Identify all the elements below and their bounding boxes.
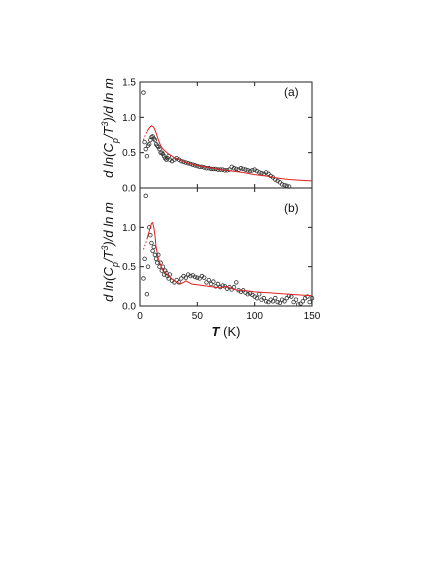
- panel-label-b: (b): [284, 201, 299, 215]
- data-point-a: [197, 164, 202, 169]
- data-point-a: [144, 153, 150, 159]
- fit-line-dotted-a: [142, 131, 148, 141]
- data-point-b: [167, 272, 173, 277]
- panel-label-a: (a): [284, 85, 299, 99]
- data-point-b: [305, 294, 310, 299]
- data-point-b: [273, 295, 278, 301]
- fit-line-b: [146, 221, 313, 297]
- data-point-a: [238, 166, 244, 171]
- data-point-b: [141, 276, 146, 281]
- data-point-b: [282, 299, 287, 304]
- data-point-b: [146, 225, 152, 230]
- fit-line-a: [146, 125, 313, 182]
- data-point-b: [204, 280, 209, 285]
- data-point-a: [161, 153, 167, 159]
- data-point-a: [142, 139, 147, 145]
- data-point-b: [150, 248, 155, 254]
- data-point-a: [247, 168, 253, 174]
- ticks-b: 0.0 0.5 1.0 0 50 100 150: [122, 188, 321, 322]
- ytick-label-a: 0.5: [122, 148, 136, 159]
- data-point-b: [195, 275, 200, 280]
- xtick-label: 150: [304, 311, 321, 322]
- data-point-a: [156, 144, 161, 150]
- marks-b: [141, 193, 315, 307]
- data-point-a: [160, 151, 166, 157]
- ytick-label-b: 0.5: [122, 262, 136, 273]
- ytick-label-a: 1.0: [122, 113, 136, 124]
- data-point-b: [277, 300, 283, 306]
- data-point-b: [309, 295, 315, 301]
- data-point-b: [300, 299, 306, 304]
- panel-b: 0.0 0.5 1.0 0 50 100 150 (b) d ln(Cp/T3)/d ln …: [100, 187, 321, 322]
- data-point-b: [275, 299, 280, 305]
- data-point-b: [197, 276, 202, 281]
- data-point-b: [143, 193, 148, 199]
- data-point-a: [250, 168, 255, 173]
- data-point-b: [266, 299, 271, 305]
- panel-a: 0.0 0.5 1.0 1.5 (a) d ln(Cp/T3)/d ln m: [100, 78, 313, 195]
- data-point-b: [263, 299, 269, 304]
- data-point-a: [204, 166, 209, 171]
- data-point-b: [183, 275, 189, 280]
- data-point-b: [270, 299, 276, 304]
- ytick-label-b: 0.0: [122, 302, 136, 313]
- data-point-b: [261, 295, 267, 301]
- data-point-a: [231, 166, 237, 171]
- data-point-b: [202, 275, 207, 280]
- data-point-b: [144, 292, 150, 297]
- xtick-label: 0: [137, 311, 143, 322]
- marks-a: [141, 90, 313, 189]
- data-point-a: [150, 134, 155, 139]
- ylabel-a: d ln(Cp/T3)/d ln m: [100, 78, 120, 178]
- data-point-a: [152, 137, 158, 143]
- data-point-b: [206, 277, 211, 283]
- data-point-a: [208, 166, 214, 172]
- data-point-a: [141, 90, 146, 95]
- data-point-b: [284, 295, 289, 301]
- data-point-a: [143, 146, 148, 152]
- data-point-b: [298, 301, 303, 306]
- data-point-b: [213, 284, 218, 289]
- ytick-label-b: 1.0: [122, 223, 136, 234]
- ylabel-b: d ln(Cp/T3)/d ln m: [100, 202, 120, 302]
- data-point-a: [282, 182, 287, 188]
- data-point-b: [192, 274, 198, 280]
- data-point-a: [243, 167, 248, 172]
- data-point-a: [279, 182, 285, 187]
- data-point-a: [202, 165, 207, 170]
- data-point-a: [234, 166, 239, 172]
- xlabel: T (K): [212, 324, 241, 339]
- data-point-b: [254, 295, 260, 301]
- ytick-label-a: 1.5: [122, 78, 136, 89]
- data-point-b: [188, 273, 193, 279]
- data-point-a: [245, 168, 250, 173]
- data-point-b: [215, 281, 221, 287]
- data-point-b: [245, 292, 250, 297]
- xtick-label: 100: [246, 311, 263, 322]
- data-point-a: [257, 170, 262, 175]
- data-point-b: [142, 256, 147, 261]
- data-point-a: [146, 141, 152, 147]
- data-point-b: [208, 281, 214, 287]
- data-point-b: [179, 276, 184, 281]
- data-point-a: [227, 167, 232, 172]
- plot-frame-b: [139, 187, 313, 307]
- data-point-b: [291, 299, 296, 305]
- data-point-b: [211, 279, 216, 284]
- xtick-label: 50: [192, 311, 204, 322]
- data-point-a: [240, 166, 246, 172]
- data-point-b: [145, 264, 151, 269]
- data-point-b: [234, 280, 239, 285]
- ytick-label-a: 0.0: [122, 184, 136, 195]
- data-point-b: [149, 240, 154, 246]
- data-point-b: [293, 297, 299, 302]
- data-point-b: [296, 302, 301, 307]
